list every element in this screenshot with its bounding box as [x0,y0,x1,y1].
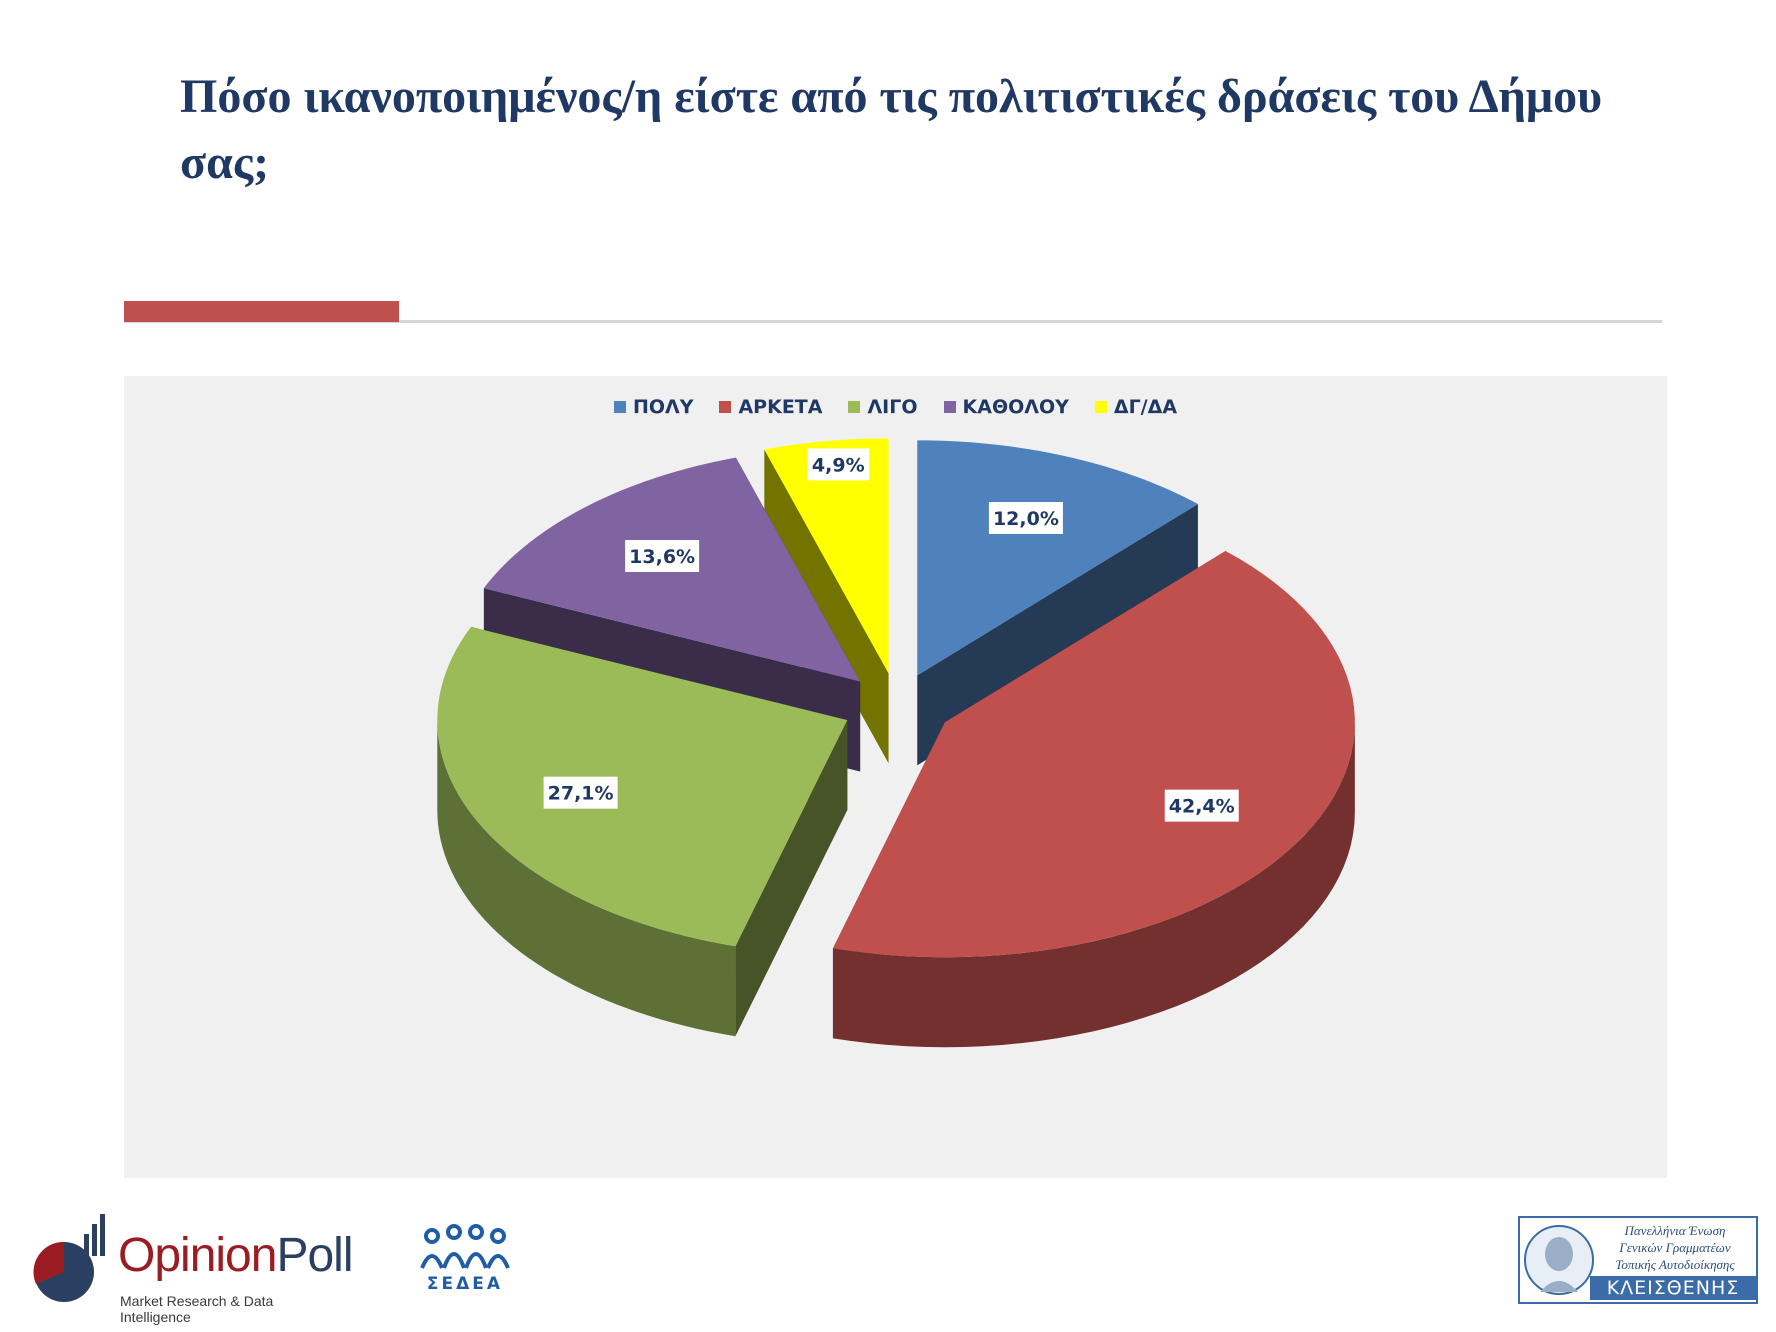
legend-swatch [943,401,956,413]
pie-slice-3 [437,626,848,947]
opinionpoll-word-poll: Poll [276,1229,353,1282]
data-label: 12,0% [993,508,1059,530]
data-label: 13,6% [629,546,695,568]
sedea-logo: ΣΕΔΕΑ [418,1222,512,1302]
data-label-box [807,448,870,481]
legend-label: ΠΟΛΥ [632,396,694,418]
data-label-box [625,540,700,573]
opinionpoll-word-opinion: Opinion [118,1229,277,1282]
data-label-box [1164,789,1239,822]
data-label: 4,9% [812,454,865,476]
legend-item: ΠΟΛΥ [613,396,694,418]
title-divider [124,320,1662,323]
legend-swatch [719,401,732,413]
pie-chart: 12,0% 42,4% 27,1% 13,6% 4,9% [437,438,1355,1048]
kleisthenis-name: ΚΛΕΙΣΘΕΝΗΣ [1590,1276,1756,1300]
sedea-name: ΣΕΔΕΑ [426,1274,504,1294]
legend-swatch [1094,401,1107,413]
data-label-box [543,776,618,809]
pie-slice-5 [764,438,889,674]
data-label-box [988,501,1063,534]
opinionpoll-mark-icon [33,1214,105,1302]
slide-title: Πόσο ικανοποιημένος/η είστε από τις πολι… [180,70,1603,189]
title-accent-bar [124,301,399,322]
kleisthenis-description: Πανελλήνια Ένωση Γενικών Γραμματέων Τοπι… [1598,1222,1752,1273]
sedea-people-icon [420,1224,510,1269]
data-label: 42,4% [1169,796,1235,818]
legend-label: ΑΡΚΕΤΑ [738,396,823,418]
kleisthenis-line2: Γενικών Γραμματέων [1619,1240,1731,1255]
legend-swatch [848,401,861,413]
pie-data-labels: 12,0% 42,4% 27,1% 13,6% 4,9% [543,448,1239,822]
kleisthenis-logo: Πανελλήνια Ένωση Γενικών Γραμματέων Τοπι… [1518,1216,1758,1304]
legend-swatch [613,401,626,413]
opinionpoll-wordmark: OpinionPoll [118,1228,354,1283]
pie-slice-2 [832,550,1355,958]
pie-slice-1 [917,440,1198,676]
opinionpoll-logo: OpinionPoll Market Research & Data Intel… [26,1210,354,1325]
legend-item: ΑΡΚΕΤΑ [719,396,822,418]
legend-item: ΛΙΓΟ [848,396,918,418]
kleisthenis-line1: Πανελλήνια Ένωση [1624,1223,1726,1238]
legend-label: ΔΓ/ΔΑ [1113,396,1178,418]
legend-item: ΔΓ/ΔΑ [1094,396,1178,418]
pie-slice-rim [832,722,1355,1048]
chart-legend: ΠΟΛΥ ΑΡΚΕΤΑ ΛΙΓΟ ΚΑΘΟΛΟΥ ΔΓ/ΔΑ [124,396,1667,418]
legend-label: ΚΑΘΟΛΟΥ [962,396,1069,418]
legend-label: ΛΙΓΟ [867,396,918,418]
opinionpoll-tagline: Market Research & Data Intelligence [120,1293,274,1325]
chart-panel: ΠΟΛΥ ΑΡΚΕΤΑ ΛΙΓΟ ΚΑΘΟΛΟΥ ΔΓ/ΔΑ 12,0% 42,4% 27,… [124,376,1667,1178]
kleisthenis-line3: Τοπικής Αυτοδιοίκησης [1615,1257,1735,1272]
data-label: 27,1% [548,783,614,805]
kleisthenis-bust-icon [1524,1225,1594,1295]
legend-item: ΚΑΘΟΛΟΥ [943,396,1069,418]
pie-slice-rim [437,720,736,1037]
pie-slice-tops [437,438,1355,958]
